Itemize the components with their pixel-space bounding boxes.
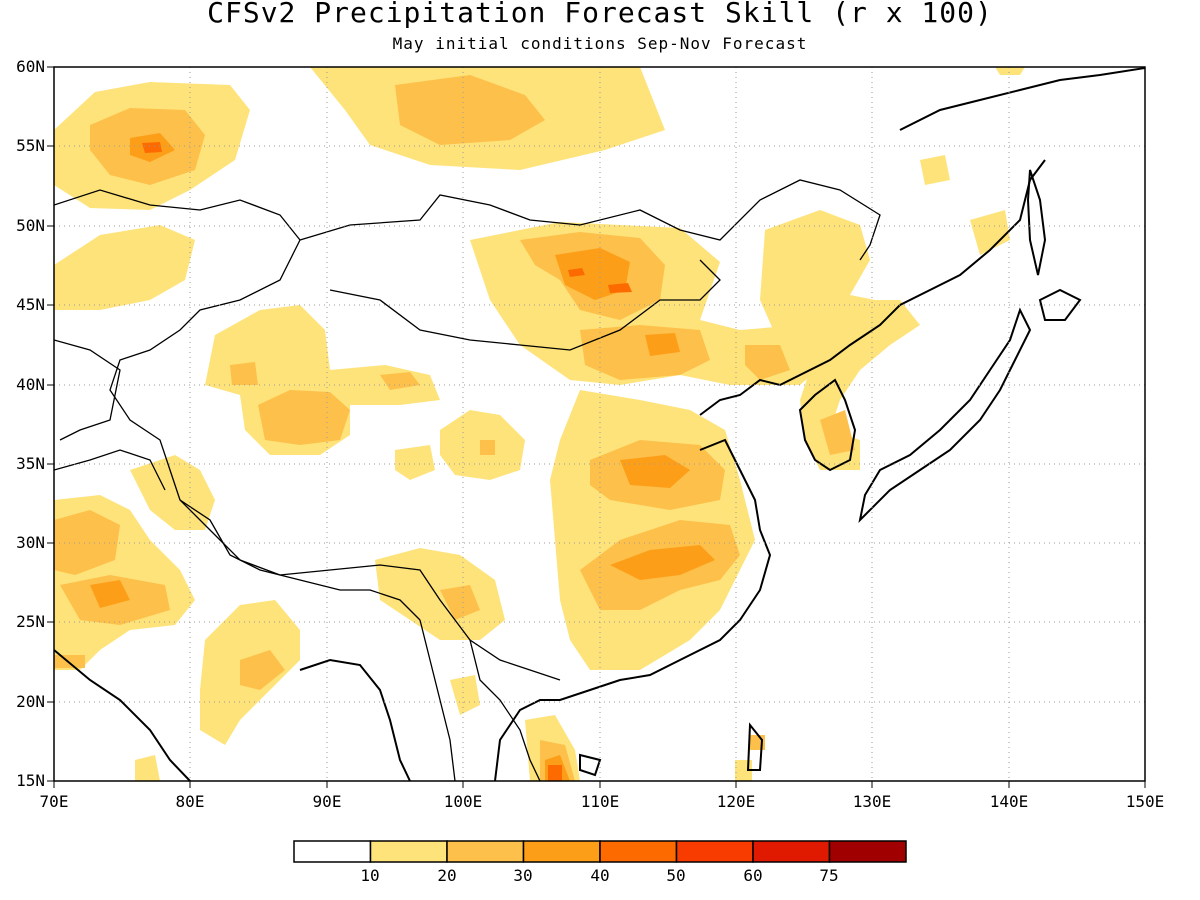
lat-label-25n: 25N — [16, 612, 45, 631]
lat-label-15n: 15N — [16, 771, 45, 790]
skill-core-korea — [820, 410, 855, 455]
border-afghan — [54, 449, 166, 491]
lon-label-130e: 130E — [852, 792, 892, 811]
skill-core-india-west — [54, 655, 85, 668]
lat-label-45n: 45N — [16, 295, 45, 314]
border-central-asia — [54, 339, 121, 441]
lat-label-60n: 60N — [16, 57, 45, 76]
skill-peak-yellow-river — [620, 455, 690, 488]
skill-core-hebei — [745, 345, 790, 380]
lon-label-150e: 150E — [1125, 792, 1165, 811]
lon-label-70e: 70E — [39, 792, 69, 811]
skill-core-yunnan — [440, 585, 480, 620]
coastline-india — [54, 649, 191, 781]
border-indochina — [469, 639, 541, 781]
map-title: CFSv2 Precipitation Forecast Skill (r x … — [207, 0, 993, 29]
skill-core-india-central — [240, 650, 285, 690]
skill-region-pakistan — [130, 455, 215, 530]
colorbar-swatch-3 — [522, 840, 601, 863]
border-russia-mongolia — [299, 179, 881, 261]
colorbar-label-75: 75 — [819, 866, 839, 885]
lat-label-55n: 55N — [16, 136, 45, 155]
lat-label-30n: 30N — [16, 533, 45, 552]
lon-label-100e: 100E — [443, 792, 483, 811]
coastline-japan — [858, 307, 1032, 524]
colorbar-swatch-5 — [675, 840, 754, 863]
skill-core-north-china — [580, 325, 710, 380]
map-frame — [53, 66, 1146, 782]
lat-label-50n: 50N — [16, 216, 45, 235]
colorbar-label-10: 10 — [360, 866, 380, 885]
lat-label-40n: 40N — [16, 375, 45, 394]
skill-core-qaidam — [480, 440, 495, 455]
colorbar-label-40: 40 — [590, 866, 610, 885]
skill-core-pakistan-north — [54, 510, 120, 575]
skill-core-tarim — [258, 390, 350, 445]
coastlines — [54, 67, 1145, 781]
lon-label-90e: 90E — [312, 792, 342, 811]
colorbar-swatch-0 — [293, 840, 372, 863]
colorbar-swatch-6 — [752, 840, 831, 863]
coastline-taiwan — [746, 722, 764, 771]
border-mongolia-china — [329, 259, 721, 351]
skill-max-northwest — [142, 142, 162, 153]
lon-label-120e: 120E — [716, 792, 756, 811]
lon-label-140e: 140E — [989, 792, 1029, 811]
skill-core-west — [230, 362, 258, 385]
skill-region-india-south — [135, 755, 160, 781]
skill-region-korea — [970, 210, 1010, 255]
colorbar-swatch-2 — [446, 840, 525, 863]
lon-label-110e: 110E — [580, 792, 620, 811]
coastline-hokkaido — [1038, 288, 1082, 321]
map-subtitle: May initial conditions Sep-Nov Forecast — [392, 34, 808, 53]
coastline-hainan — [579, 753, 602, 777]
border-kazakh-russia — [54, 189, 301, 241]
skill-peak-yangtze — [610, 545, 715, 580]
colorbar-swatch-7 — [828, 840, 907, 863]
border-myanmar — [419, 619, 456, 781]
colorbar — [293, 840, 907, 863]
skill-region-northeast-corner — [920, 155, 950, 185]
tick-marks — [47, 66, 1146, 788]
skill-region-top-edge — [995, 67, 1025, 75]
lon-label-80e: 80E — [175, 792, 205, 811]
skill-peak-pakistan — [90, 580, 130, 608]
coastline-korea — [798, 378, 857, 472]
country-borders — [54, 179, 881, 781]
skill-max-mongolia-2 — [608, 283, 632, 293]
skill-max-mongolia — [568, 268, 585, 277]
skill-region-central-asia — [54, 225, 195, 310]
skill-region-indochina — [450, 675, 480, 715]
skill-core-sayan — [395, 75, 545, 145]
colorbar-swatch-1 — [369, 840, 448, 863]
coastline-bay-bengal — [299, 658, 411, 781]
colorbar-label-30: 30 — [513, 866, 533, 885]
skill-peak-north-china — [645, 333, 680, 356]
colorbar-label-20: 20 — [437, 866, 457, 885]
coastline-east-asia — [494, 438, 772, 781]
skill-max-indochina — [548, 765, 562, 781]
border-himalaya — [179, 499, 421, 621]
colorbar-swatch-4 — [599, 840, 678, 863]
lat-label-35n: 35N — [16, 454, 45, 473]
colorbar-label-50: 50 — [666, 866, 686, 885]
gridlines — [54, 67, 1145, 781]
skill-shading — [54, 67, 1025, 781]
colorbar-label-60: 60 — [743, 866, 763, 885]
lat-label-20n: 20N — [16, 692, 45, 711]
coastline-sakhalin — [1026, 169, 1047, 276]
skill-region-yunnan — [375, 548, 505, 640]
coastline-bohai — [699, 159, 1046, 416]
skill-region-tibet-south — [395, 445, 435, 480]
coastline-okhotsk — [899, 67, 1145, 131]
skill-region-manchuria — [760, 210, 920, 470]
